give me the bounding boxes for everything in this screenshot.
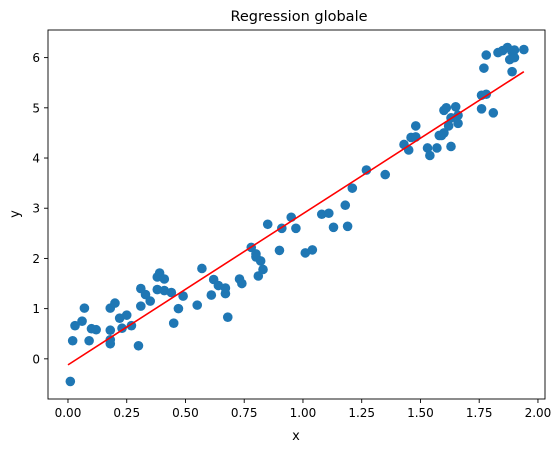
- data-point: [159, 274, 170, 284]
- y-tick-label: 6: [32, 51, 40, 65]
- data-point: [251, 249, 261, 259]
- data-point: [197, 263, 207, 274]
- data-point: [133, 340, 144, 351]
- data-point: [65, 376, 76, 387]
- data-point: [519, 44, 529, 55]
- x-tick-label: 0.00: [55, 406, 82, 420]
- data-point: [316, 209, 327, 220]
- data-point: [79, 303, 90, 313]
- data-point: [206, 290, 217, 300]
- data-point: [307, 245, 318, 255]
- data-point: [342, 221, 353, 232]
- data-point: [168, 318, 179, 328]
- data-point: [173, 303, 184, 314]
- data-point: [380, 169, 391, 180]
- data-point: [67, 335, 78, 346]
- data-point: [274, 245, 285, 256]
- data-point: [178, 291, 188, 301]
- data-point: [481, 50, 492, 60]
- data-point: [105, 325, 116, 336]
- y-tick-label: 0: [32, 352, 40, 366]
- data-point: [110, 298, 120, 308]
- data-point: [446, 141, 456, 152]
- regression-line: [67, 70, 525, 366]
- data-point: [509, 52, 520, 63]
- data-point: [453, 118, 463, 129]
- data-point: [121, 310, 132, 320]
- data-point: [136, 301, 146, 311]
- data-point: [262, 219, 273, 230]
- chart-title: Regression globale: [230, 9, 367, 25]
- y-tick-label: 2: [32, 252, 40, 266]
- y-axis: 0 1 2 3 4 5 6: [32, 51, 48, 366]
- data-point: [117, 323, 127, 334]
- data-point: [479, 63, 489, 73]
- data-point: [166, 287, 177, 298]
- x-tick-label: 1.75: [466, 406, 493, 420]
- data-point: [450, 102, 461, 112]
- data-point: [441, 103, 452, 113]
- x-tick-label: 1.25: [348, 406, 375, 420]
- data-point: [422, 143, 433, 153]
- data-point: [361, 165, 372, 175]
- data-point: [410, 121, 421, 131]
- data-point: [152, 284, 163, 295]
- data-point: [84, 335, 94, 346]
- x-tick-label: 1.50: [407, 406, 434, 420]
- axes-frame: [47, 29, 546, 400]
- plot-area: [65, 42, 529, 387]
- data-point: [77, 316, 87, 326]
- x-tick-label: 0.75: [231, 406, 258, 420]
- data-point: [222, 312, 233, 322]
- data-point: [91, 324, 101, 335]
- x-tick-label: 1.00: [290, 406, 317, 420]
- y-tick-label: 4: [32, 152, 40, 166]
- y-tick-label: 5: [32, 101, 40, 115]
- data-point: [70, 320, 80, 331]
- data-point: [255, 256, 266, 266]
- data-point: [105, 334, 116, 345]
- data-point: [347, 183, 358, 193]
- data-point: [237, 278, 247, 289]
- data-point: [145, 296, 156, 306]
- data-point: [476, 104, 487, 114]
- x-tick-label: 0.25: [113, 406, 140, 420]
- x-axis-label: x: [292, 429, 300, 444]
- data-point: [340, 200, 351, 211]
- data-point: [291, 223, 301, 234]
- data-point: [192, 300, 203, 310]
- data-point: [328, 222, 339, 233]
- data-point: [258, 264, 268, 275]
- data-point: [488, 108, 499, 118]
- data-point: [432, 143, 442, 153]
- data-point: [509, 45, 520, 55]
- y-tick-label: 1: [32, 302, 40, 316]
- y-tick-label: 3: [32, 202, 40, 216]
- data-point: [507, 66, 517, 77]
- x-axis: 0.00 0.25 0.50 0.75 1.00 1.25 1.50 1.75 2.00: [55, 399, 552, 420]
- data-point: [439, 128, 449, 138]
- x-tick-label: 0.50: [172, 406, 199, 420]
- data-point: [324, 208, 334, 219]
- data-point: [220, 283, 231, 293]
- y-axis-label: y: [8, 210, 23, 218]
- data-point: [425, 150, 435, 161]
- data-point: [443, 121, 454, 131]
- x-tick-label: 2.00: [525, 406, 552, 420]
